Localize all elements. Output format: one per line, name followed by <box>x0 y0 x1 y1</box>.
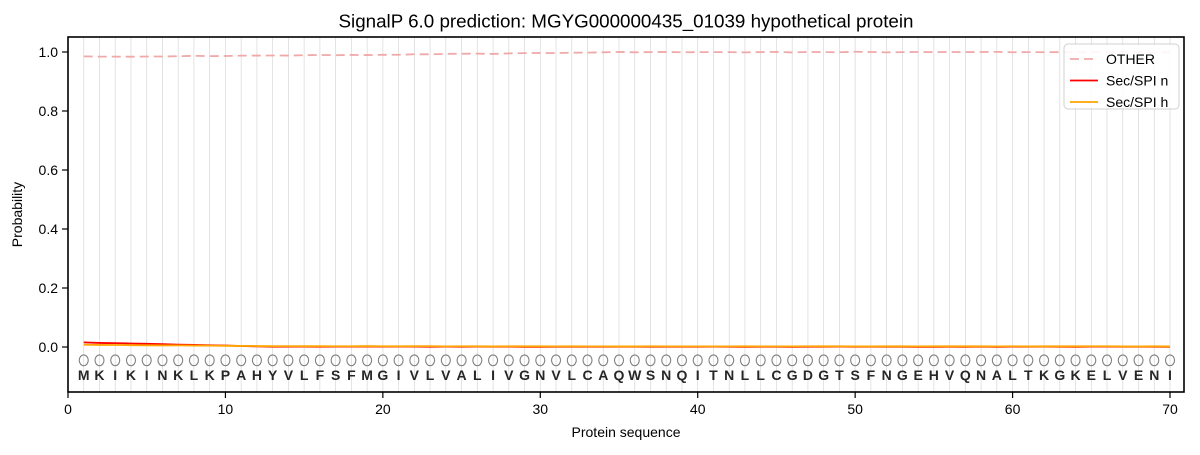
svg-text:K: K <box>205 367 215 383</box>
svg-text:70: 70 <box>1162 401 1178 417</box>
svg-text:60: 60 <box>1005 401 1021 417</box>
svg-text:M: M <box>78 367 90 383</box>
svg-text:0.0: 0.0 <box>39 339 59 355</box>
svg-text:I: I <box>397 367 401 383</box>
svg-text:I: I <box>1168 367 1172 383</box>
svg-text:G: G <box>787 367 798 383</box>
svg-text:L: L <box>1008 367 1017 383</box>
svg-text:M: M <box>361 367 373 383</box>
svg-text:N: N <box>157 367 167 383</box>
svg-text:C: C <box>771 367 781 383</box>
svg-text:Sec/SPI n: Sec/SPI n <box>1106 73 1168 89</box>
svg-text:H: H <box>252 367 262 383</box>
svg-text:W: W <box>628 367 642 383</box>
svg-text:T: T <box>1024 367 1033 383</box>
svg-text:V: V <box>1118 367 1128 383</box>
svg-text:0.4: 0.4 <box>39 221 59 237</box>
svg-text:P: P <box>221 367 230 383</box>
svg-text:E: E <box>1134 367 1143 383</box>
svg-text:L: L <box>300 367 309 383</box>
svg-text:G: G <box>377 367 388 383</box>
svg-text:N: N <box>535 367 545 383</box>
svg-text:G: G <box>1054 367 1065 383</box>
svg-text:40: 40 <box>690 401 706 417</box>
svg-text:Q: Q <box>677 367 688 383</box>
svg-text:Sec/SPI h: Sec/SPI h <box>1106 94 1168 110</box>
svg-text:K: K <box>1070 367 1080 383</box>
svg-text:0: 0 <box>64 401 72 417</box>
svg-text:E: E <box>913 367 922 383</box>
svg-text:N: N <box>1149 367 1159 383</box>
svg-text:N: N <box>976 367 986 383</box>
svg-text:L: L <box>567 367 576 383</box>
svg-text:V: V <box>441 367 451 383</box>
svg-text:L: L <box>1103 367 1112 383</box>
svg-text:V: V <box>551 367 561 383</box>
svg-text:N: N <box>724 367 734 383</box>
svg-text:N: N <box>882 367 892 383</box>
svg-text:L: L <box>426 367 435 383</box>
svg-text:Probability: Probability <box>9 182 25 247</box>
svg-text:K: K <box>173 367 183 383</box>
svg-text:0.8: 0.8 <box>39 103 59 119</box>
svg-text:I: I <box>145 367 149 383</box>
svg-text:50: 50 <box>847 401 863 417</box>
svg-text:G: G <box>818 367 829 383</box>
svg-text:F: F <box>867 367 876 383</box>
svg-text:L: L <box>473 367 482 383</box>
svg-text:C: C <box>582 367 592 383</box>
svg-text:T: T <box>709 367 718 383</box>
svg-text:A: A <box>457 367 467 383</box>
svg-text:30: 30 <box>533 401 549 417</box>
svg-text:S: S <box>331 367 340 383</box>
svg-text:0.2: 0.2 <box>39 280 59 296</box>
svg-text:20: 20 <box>375 401 391 417</box>
svg-text:K: K <box>1039 367 1049 383</box>
svg-text:K: K <box>126 367 136 383</box>
svg-text:L: L <box>190 367 199 383</box>
svg-text:OTHER: OTHER <box>1106 51 1155 67</box>
svg-text:S: S <box>646 367 655 383</box>
svg-text:H: H <box>929 367 939 383</box>
svg-text:Protein sequence: Protein sequence <box>572 424 681 440</box>
svg-text:Q: Q <box>960 367 971 383</box>
svg-text:V: V <box>945 367 955 383</box>
svg-text:A: A <box>236 367 246 383</box>
svg-text:S: S <box>850 367 859 383</box>
svg-text:T: T <box>835 367 844 383</box>
svg-text:1.0: 1.0 <box>39 44 59 60</box>
svg-text:F: F <box>316 367 325 383</box>
svg-text:V: V <box>504 367 514 383</box>
svg-text:SignalP 6.0 prediction: MGYG00: SignalP 6.0 prediction: MGYG000000435_01… <box>339 11 914 33</box>
svg-text:G: G <box>519 367 530 383</box>
svg-text:K: K <box>94 367 104 383</box>
svg-text:0.6: 0.6 <box>39 162 59 178</box>
svg-text:D: D <box>803 367 813 383</box>
svg-text:E: E <box>1087 367 1096 383</box>
svg-text:L: L <box>741 367 750 383</box>
svg-text:I: I <box>113 367 117 383</box>
svg-text:A: A <box>992 367 1002 383</box>
svg-text:10: 10 <box>218 401 234 417</box>
svg-text:Q: Q <box>614 367 625 383</box>
svg-text:N: N <box>661 367 671 383</box>
svg-text:I: I <box>696 367 700 383</box>
svg-text:F: F <box>347 367 356 383</box>
svg-text:I: I <box>491 367 495 383</box>
svg-text:Y: Y <box>268 367 278 383</box>
svg-text:L: L <box>756 367 765 383</box>
svg-text:A: A <box>598 367 608 383</box>
svg-text:G: G <box>897 367 908 383</box>
svg-text:V: V <box>284 367 294 383</box>
svg-text:V: V <box>410 367 420 383</box>
